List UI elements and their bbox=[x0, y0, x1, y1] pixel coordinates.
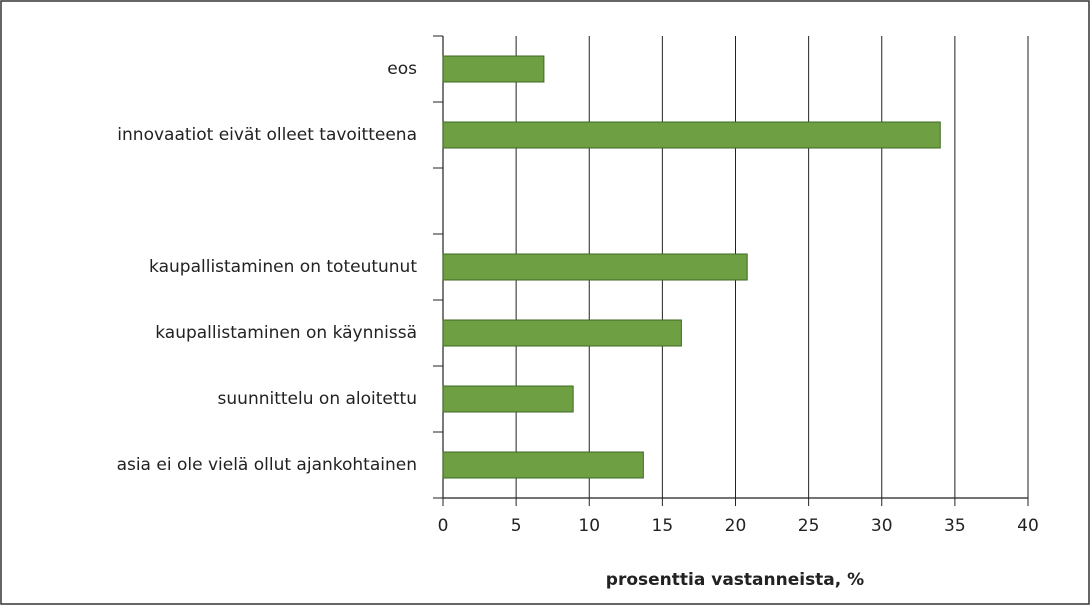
bar bbox=[442, 55, 545, 83]
x-axis-label: prosenttia vastanneista, % bbox=[606, 570, 864, 590]
bar bbox=[442, 385, 574, 413]
y-tick-label: asia ei ole vielä ollut ajankohtainen bbox=[117, 455, 417, 475]
x-tick-label: 5 bbox=[511, 516, 522, 536]
bar bbox=[442, 253, 748, 281]
x-tick-label: 15 bbox=[652, 516, 674, 536]
y-tick-label: kaupallistaminen on toteutunut bbox=[149, 257, 417, 277]
x-tick-label: 30 bbox=[871, 516, 893, 536]
x-tick-label: 10 bbox=[578, 516, 600, 536]
x-tick-label: 25 bbox=[798, 516, 820, 536]
x-tick-label: 35 bbox=[944, 516, 966, 536]
y-tick-label: innovaatiot eivät olleet tavoitteena bbox=[117, 125, 417, 145]
x-tick-label: 40 bbox=[1017, 516, 1039, 536]
bar bbox=[442, 121, 941, 149]
x-tick-label: 20 bbox=[725, 516, 747, 536]
bar bbox=[442, 451, 644, 479]
y-tick-label: kaupallistaminen on käynnissä bbox=[155, 323, 417, 343]
x-tick-label: 0 bbox=[438, 516, 449, 536]
y-tick-label: suunnittelu on aloitettu bbox=[218, 389, 417, 409]
bar bbox=[442, 319, 682, 347]
y-tick-label: eos bbox=[387, 59, 417, 79]
